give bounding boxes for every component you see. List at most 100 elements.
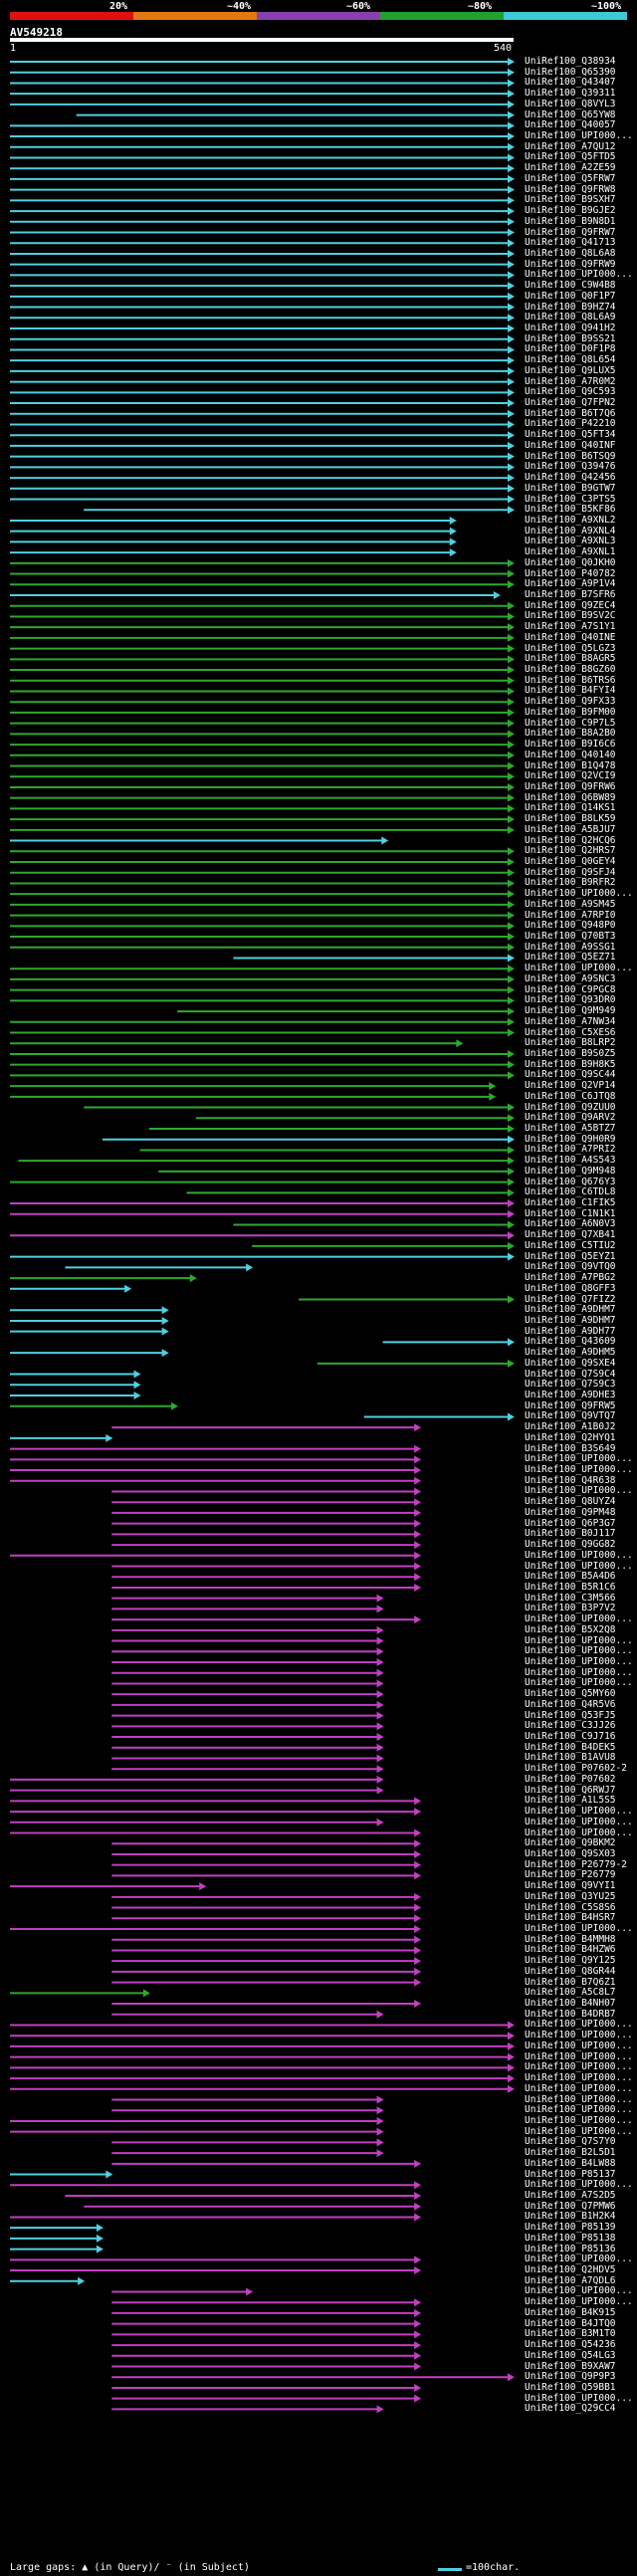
hit-label[interactable]: UniRef100_UPI000... (525, 1666, 633, 1678)
hit-label[interactable]: UniRef100_B9GJE2 (525, 205, 616, 217)
hit-label[interactable]: UniRef100_P26779-2 (525, 1858, 627, 1870)
hit-label[interactable]: UniRef100_Q54LG3 (525, 2349, 616, 2361)
hit-label[interactable]: UniRef100_UPI000... (525, 2072, 633, 2084)
hit-label[interactable]: UniRef100_Q7PMW6 (525, 2200, 616, 2212)
hit-label[interactable]: UniRef100_Q5MY60 (525, 1688, 616, 1700)
hit-label[interactable]: UniRef100_UPI000... (525, 2125, 633, 2137)
hit-label[interactable]: UniRef100_C9J716 (525, 1731, 616, 1743)
hit-label[interactable]: UniRef100_Q9Y125 (525, 1955, 616, 1967)
hit-label[interactable]: UniRef100_Q9FX33 (525, 696, 616, 708)
hit-label[interactable]: UniRef100_UPI000... (525, 269, 633, 281)
hit-label[interactable]: UniRef100_Q3YU25 (525, 1890, 616, 1902)
hit-label[interactable]: UniRef100_Q0F1P7 (525, 290, 616, 302)
hit-label[interactable]: UniRef100_UPI000... (525, 1485, 633, 1497)
hit-label[interactable]: UniRef100_Q9FRW7 (525, 226, 616, 238)
hit-label[interactable]: UniRef100_Q39476 (525, 461, 616, 473)
hit-label[interactable]: UniRef100_Q59BB1 (525, 2381, 616, 2393)
hit-label[interactable]: UniRef100_B6TSQ9 (525, 450, 616, 462)
hit-label[interactable]: UniRef100_A7R0M2 (525, 375, 616, 387)
hit-label[interactable]: UniRef100_Q9FRW9 (525, 258, 616, 270)
hit-label[interactable]: UniRef100_A9XNL3 (525, 536, 616, 547)
hit-label[interactable]: UniRef100_Q9BKM2 (525, 1837, 616, 1849)
hit-label[interactable]: UniRef100_Q8VYL3 (525, 98, 616, 109)
hit-label[interactable]: UniRef100_B1H2K4 (525, 2211, 616, 2223)
hit-label[interactable]: UniRef100_Q9ZEC4 (525, 599, 616, 611)
hit-label[interactable]: UniRef100_Q9GG82 (525, 1539, 616, 1551)
hit-label[interactable]: UniRef100_Q8GR44 (525, 1965, 616, 1977)
hit-label[interactable]: UniRef100_Q9LUX5 (525, 364, 616, 376)
hit-label[interactable]: UniRef100_B5KF86 (525, 504, 616, 516)
hit-label[interactable]: UniRef100_Q9C593 (525, 386, 616, 398)
hit-label[interactable]: UniRef100_Q676Y3 (525, 1176, 616, 1187)
hit-label[interactable]: UniRef100_UPI000... (525, 2019, 633, 2031)
hit-label[interactable]: UniRef100_B9I6C6 (525, 739, 616, 751)
hit-label[interactable]: UniRef100_UPI000... (525, 1656, 633, 1667)
hit-label[interactable]: UniRef100_Q54236 (525, 2339, 616, 2351)
hit-label[interactable]: UniRef100_C9PGC8 (525, 983, 616, 995)
hit-label[interactable]: UniRef100_UPI000... (525, 888, 633, 900)
hit-label[interactable]: UniRef100_Q40140 (525, 749, 616, 760)
hit-label[interactable]: UniRef100_Q4R638 (525, 1474, 616, 1486)
hit-label[interactable]: UniRef100_Q8GFF3 (525, 1282, 616, 1294)
hit-label[interactable]: UniRef100_A5BTZ7 (525, 1123, 616, 1134)
hit-label[interactable]: UniRef100_Q9SC44 (525, 1069, 616, 1081)
hit-label[interactable]: UniRef100_B6T7Q6 (525, 407, 616, 419)
hit-label[interactable]: UniRef100_UPI000... (525, 1806, 633, 1818)
hit-label[interactable]: UniRef100_UPI000... (525, 1549, 633, 1561)
hit-label[interactable]: UniRef100_B4K915 (525, 2306, 616, 2318)
hit-label[interactable]: UniRef100_Q9M949 (525, 1005, 616, 1017)
hit-label[interactable]: UniRef100_B4JTQ0 (525, 2317, 616, 2329)
hit-label[interactable]: UniRef100_UPI000... (525, 2039, 633, 2051)
hit-label[interactable]: UniRef100_Q0JKH0 (525, 556, 616, 568)
hit-label[interactable]: UniRef100_A9XNL4 (525, 525, 616, 537)
hit-label[interactable]: UniRef100_UPI000... (525, 1613, 633, 1625)
hit-label[interactable]: UniRef100_B4DRB7 (525, 2008, 616, 2020)
hit-label[interactable]: UniRef100_B7Q6Z1 (525, 1976, 616, 1988)
hit-label[interactable]: UniRef100_B4FYI4 (525, 685, 616, 697)
hit-label[interactable]: UniRef100_UPI000... (525, 2296, 633, 2308)
hit-label[interactable]: UniRef100_B9GTW7 (525, 482, 616, 494)
hit-label[interactable]: UniRef100_Q93DR0 (525, 994, 616, 1006)
hit-label[interactable]: UniRef100_A7PBG2 (525, 1272, 616, 1284)
hit-label[interactable]: UniRef100_B8GZ60 (525, 664, 616, 676)
hit-label[interactable]: UniRef100_P07602 (525, 1773, 616, 1785)
hit-label[interactable]: UniRef100_A6N0V3 (525, 1218, 616, 1230)
hit-label[interactable]: UniRef100_UPI000... (525, 2050, 633, 2062)
hit-label[interactable]: UniRef100_UPI000... (525, 2392, 633, 2404)
hit-label[interactable]: UniRef100_Q5EYZ1 (525, 1250, 616, 1262)
hit-label[interactable]: UniRef100_B1Q478 (525, 759, 616, 771)
hit-label[interactable]: UniRef100_Q4R5V6 (525, 1698, 616, 1710)
hit-label[interactable]: UniRef100_B5R1C6 (525, 1581, 616, 1593)
hit-label[interactable]: UniRef100_Q9ARV2 (525, 1112, 616, 1124)
hit-label[interactable]: UniRef100_B9SXH7 (525, 194, 616, 206)
hit-label[interactable]: UniRef100_B4MMH8 (525, 1933, 616, 1945)
hit-label[interactable]: UniRef100_Q29CC4 (525, 2403, 616, 2415)
hit-label[interactable]: UniRef100_Q948P0 (525, 920, 616, 932)
hit-label[interactable]: UniRef100_B3P7V2 (525, 1603, 616, 1614)
hit-label[interactable]: UniRef100_C6TDL8 (525, 1186, 616, 1198)
hit-label[interactable]: UniRef100_UPI000... (525, 1677, 633, 1689)
hit-label[interactable]: UniRef100_Q2HYQ1 (525, 1431, 616, 1443)
hit-label[interactable]: UniRef100_Q9ZUU0 (525, 1101, 616, 1113)
hit-label[interactable]: UniRef100_Q53FJ5 (525, 1709, 616, 1721)
hit-label[interactable]: UniRef100_Q9VYI1 (525, 1880, 616, 1892)
hit-label[interactable]: UniRef100_Q941H2 (525, 322, 616, 333)
hit-label[interactable]: UniRef100_C9W4B8 (525, 280, 616, 292)
hit-label[interactable]: UniRef100_A7QU12 (525, 140, 616, 152)
hit-label[interactable]: UniRef100_Q7FPN2 (525, 397, 616, 409)
hit-label[interactable]: UniRef100_UPI000... (525, 1816, 633, 1827)
hit-label[interactable]: UniRef100_A5C8L7 (525, 1987, 616, 1999)
hit-label[interactable]: UniRef100_Q9SFJ4 (525, 866, 616, 878)
hit-label[interactable]: UniRef100_B6TRS6 (525, 674, 616, 686)
hit-label[interactable]: UniRef100_Q40INE (525, 631, 616, 643)
hit-label[interactable]: UniRef100_C9P7L5 (525, 717, 616, 729)
hit-label[interactable]: UniRef100_Q8UYZ4 (525, 1496, 616, 1508)
hit-label[interactable]: UniRef100_C3JJ26 (525, 1720, 616, 1732)
hit-label[interactable]: UniRef100_B4NH07 (525, 1998, 616, 2010)
hit-label[interactable]: UniRef100_B4LW88 (525, 2157, 616, 2169)
hit-label[interactable]: UniRef100_P26779 (525, 1869, 616, 1881)
hit-label[interactable]: UniRef100_Q70BT3 (525, 931, 616, 943)
hit-label[interactable]: UniRef100_A9SNC3 (525, 972, 616, 984)
hit-label[interactable]: UniRef100_Q65YW8 (525, 108, 616, 120)
hit-label[interactable]: UniRef100_Q7S9C4 (525, 1368, 616, 1380)
